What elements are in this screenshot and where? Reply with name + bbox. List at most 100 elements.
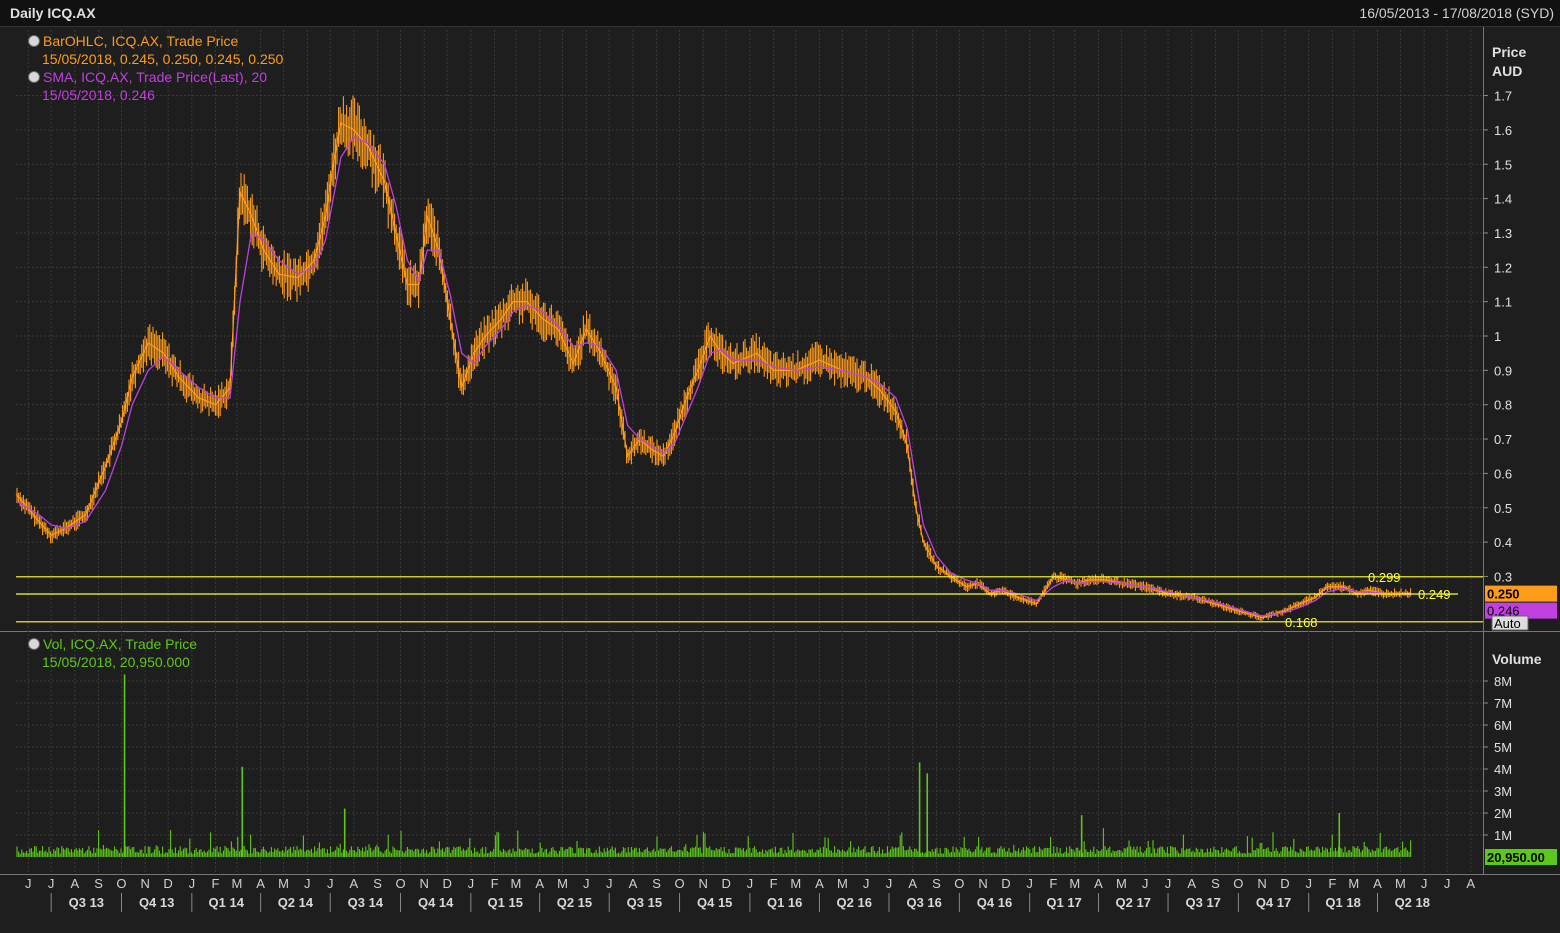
month-tick-label: M (278, 876, 289, 891)
quarter-tick-label: Q4 16 (977, 895, 1012, 910)
level-label-high: 0.299 (1368, 570, 1401, 585)
month-tick-label: J (327, 876, 334, 891)
month-tick-label: A (1187, 876, 1196, 891)
month-tick-label: M (837, 876, 848, 891)
price-legend: BarOHLC, ICQ.AX, Trade Price 15/05/2018,… (28, 32, 283, 104)
price-tick-label: 1.4 (1494, 192, 1512, 207)
current-sma-tag-label: 0.246 (1487, 604, 1520, 619)
month-tick-label: J (863, 876, 870, 891)
title-bar: Daily ICQ.AX 16/05/2013 - 17/08/2018 (SY… (0, 0, 1560, 27)
month-tick-label: J (1305, 876, 1312, 891)
month-tick-label: A (815, 876, 824, 891)
sma-line (15, 135, 1412, 617)
legend-toggle-icon[interactable] (28, 71, 40, 83)
month-tick-label: M (790, 876, 801, 891)
price-tick-label: 1.7 (1494, 89, 1512, 104)
month-tick-label: S (932, 876, 941, 891)
quarter-tick-label: Q3 14 (348, 895, 384, 910)
auto-scale-label: Auto (1494, 616, 1521, 631)
legend-toggle-icon[interactable] (28, 35, 40, 47)
month-tick-label: A (1373, 876, 1382, 891)
current-price-tag-label: 0.250 (1487, 587, 1520, 602)
month-tick-label: A (629, 876, 638, 891)
quarter-tick-label: Q2 15 (557, 895, 592, 910)
quarter-tick-label: Q2 16 (837, 895, 872, 910)
price-tick-label: 0.7 (1494, 432, 1512, 447)
month-tick-label: O (395, 876, 405, 891)
quarter-tick-label: Q4 14 (418, 895, 454, 910)
quarter-tick-label: Q4 17 (1256, 895, 1291, 910)
month-tick-label: J (189, 876, 196, 891)
month-tick-label: A (71, 876, 80, 891)
month-tick-label: S (373, 876, 382, 891)
month-tick-label: A (350, 876, 359, 891)
current-volume-tag (1485, 849, 1557, 865)
quarter-tick-label: Q4 13 (139, 895, 174, 910)
price-legend-values: 15/05/2018, 0.245, 0.250, 0.245, 0.250 (42, 51, 284, 67)
quarter-tick-label: Q1 15 (488, 895, 523, 910)
auto-scale-button (1491, 615, 1529, 631)
month-tick-label: N (420, 876, 429, 891)
price-tick-label: 1.3 (1494, 226, 1512, 241)
volume-tick-label: 3M (1494, 784, 1512, 799)
price-panel (0, 27, 1560, 631)
month-tick-label: J (606, 876, 613, 891)
month-tick-label: D (163, 876, 172, 891)
quarter-tick-label: Q1 14 (209, 895, 245, 910)
volume-panel (0, 632, 1560, 874)
month-tick-label: J (304, 876, 311, 891)
month-tick-label: N (978, 876, 987, 891)
volume-tick-label: 8M (1494, 674, 1512, 689)
quarter-tick-label: Q3 15 (627, 895, 662, 910)
month-tick-label: J (1421, 876, 1428, 891)
volume-tick-label: 1M (1494, 828, 1512, 843)
current-price-tag (1485, 585, 1557, 602)
volume-bars (16, 674, 1412, 857)
price-tick-label: 0.3 (1494, 569, 1512, 584)
quarter-tick-label: Q3 17 (1185, 895, 1220, 910)
month-tick-label: J (25, 876, 32, 891)
volume-tick-label: 7M (1494, 696, 1512, 711)
month-tick-label: O (674, 876, 684, 891)
volume-tick-label: 6M (1494, 718, 1512, 733)
month-tick-label: D (1001, 876, 1010, 891)
month-tick-label: S (94, 876, 103, 891)
volume-legend: Vol, ICQ.AX, Trade Price 15/05/2018, 20,… (28, 635, 197, 671)
month-tick-label: O (954, 876, 964, 891)
month-tick-label: J (886, 876, 893, 891)
month-tick-label: S (652, 876, 661, 891)
month-tick-label: N (1257, 876, 1266, 891)
price-tick-label: 1 (1494, 329, 1501, 344)
month-tick-label: M (1348, 876, 1359, 891)
volume-tick-label: 2M (1494, 806, 1512, 821)
price-tick-label: 0.8 (1494, 398, 1512, 413)
month-tick-label: A (1466, 876, 1475, 891)
quarter-tick-label: Q2 17 (1116, 895, 1151, 910)
current-sma-tag (1485, 602, 1557, 619)
month-tick-label: S (1211, 876, 1220, 891)
legend-toggle-icon[interactable] (28, 638, 40, 650)
quarter-tick-label: Q3 16 (906, 895, 941, 910)
month-tick-label: O (116, 876, 126, 891)
month-tick-label: F (1049, 876, 1057, 891)
price-tick-label: 0.5 (1494, 501, 1512, 516)
month-tick-label: D (442, 876, 451, 891)
quarter-tick-label: Q3 13 (69, 895, 104, 910)
month-tick-label: N (140, 876, 149, 891)
price-legend-label: BarOHLC, ICQ.AX, Trade Price (43, 33, 239, 49)
price-axis-unit: AUD (1492, 63, 1522, 79)
price-tick-label: 1.6 (1494, 123, 1512, 138)
month-tick-label: J (747, 876, 754, 891)
quarter-tick-label: Q1 17 (1046, 895, 1081, 910)
price-tick-label: 0.6 (1494, 466, 1512, 481)
quarter-tick-label: Q4 15 (697, 895, 732, 910)
price-tick-label: 0.9 (1494, 363, 1512, 378)
vol-legend-label: Vol, ICQ.AX, Trade Price (43, 636, 198, 652)
month-tick-label: J (1026, 876, 1033, 891)
month-tick-label: M (1069, 876, 1080, 891)
month-tick-label: F (1328, 876, 1336, 891)
price-axis-title: Price (1492, 44, 1526, 60)
month-tick-label: F (770, 876, 778, 891)
